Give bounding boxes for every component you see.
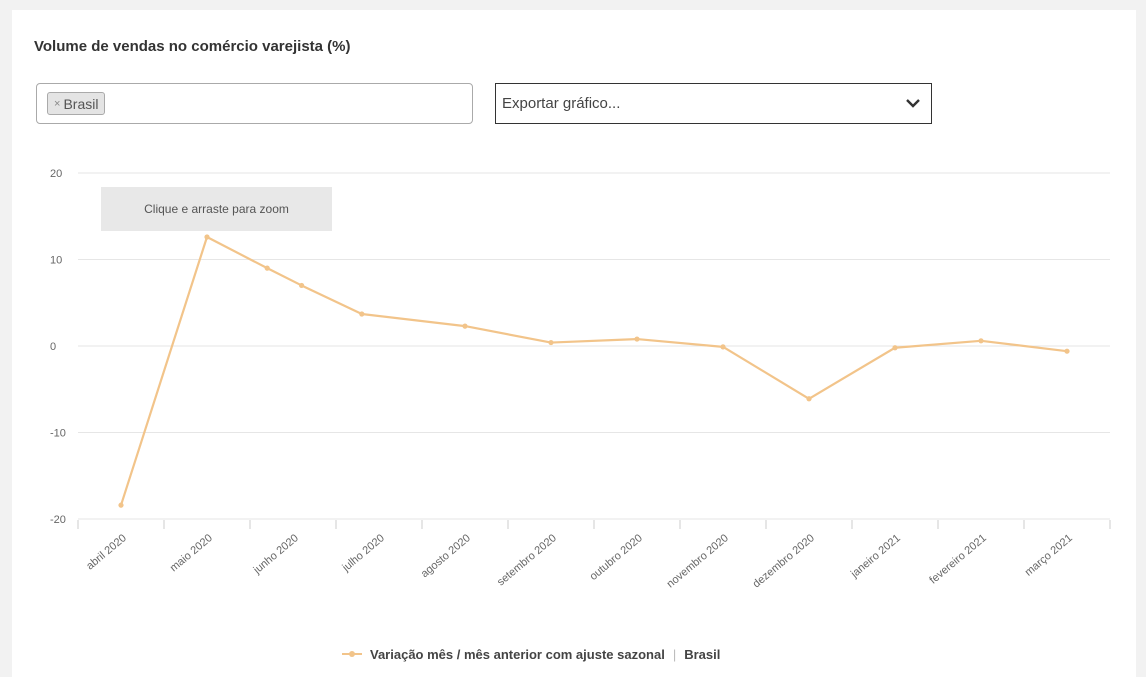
x-tick-label: fevereiro 2021 <box>927 532 989 586</box>
data-point <box>359 311 365 317</box>
region-filter-input[interactable]: × Brasil <box>36 83 473 124</box>
data-point <box>720 344 726 350</box>
x-tick-label: janeiro 2021 <box>848 532 903 581</box>
y-tick-label: 20 <box>50 168 62 180</box>
data-point <box>634 336 640 342</box>
data-point <box>892 345 898 351</box>
x-tick-label: março 2021 <box>1023 532 1075 579</box>
region-tag: × Brasil <box>47 92 106 115</box>
x-tick-label: dezembro 2020 <box>751 532 817 590</box>
x-tick-label: maio 2020 <box>168 532 215 574</box>
series-line <box>119 235 1068 506</box>
x-tick-label: novembro 2020 <box>665 532 731 590</box>
data-point <box>462 323 468 329</box>
chevron-down-icon <box>906 99 920 108</box>
zoom-tooltip: Clique e arraste para zoom <box>101 187 332 231</box>
chart-legend[interactable]: Variação mês / mês anterior com ajuste s… <box>342 644 720 664</box>
legend-series-label: Variação mês / mês anterior com ajuste s… <box>370 646 665 662</box>
region-tag-label: Brasil <box>63 95 99 112</box>
data-point <box>118 502 124 508</box>
chart-title: Volume de vendas no comércio varejista (… <box>34 38 351 55</box>
data-point <box>299 282 305 289</box>
chart-card: Volume de vendas no comércio varejista (… <box>12 10 1136 677</box>
x-tick-label: agosto 2020 <box>419 532 473 580</box>
x-tick-label: outubro 2020 <box>588 532 645 583</box>
x-tick-label: setembro 2020 <box>495 532 559 588</box>
x-tick-label: junho 2020 <box>251 532 301 577</box>
y-tick-label: 10 <box>50 255 62 267</box>
y-tick-label: -10 <box>50 428 66 440</box>
export-chart-select[interactable]: Exportar gráfico... <box>495 83 932 124</box>
data-point <box>264 265 270 271</box>
data-point <box>204 234 210 240</box>
legend-line-icon <box>342 651 362 657</box>
export-chart-label: Exportar gráfico... <box>502 95 621 112</box>
x-tick-label: abril 2020 <box>84 532 129 572</box>
data-point <box>1064 348 1070 354</box>
data-point <box>548 339 554 346</box>
x-tick-label: julho 2020 <box>340 532 387 574</box>
line-chart[interactable]: 20 10 0 -10 -20 abril 2020 maio 2020 junho 2020… <box>12 10 1136 650</box>
y-tick-label: 0 <box>50 341 56 353</box>
data-point <box>806 396 812 402</box>
legend-separator: | <box>672 646 677 662</box>
legend-region-label: Brasil <box>684 646 721 662</box>
y-tick-label: -20 <box>50 514 66 526</box>
data-point <box>978 338 984 344</box>
remove-tag-icon[interactable]: × <box>54 97 61 110</box>
